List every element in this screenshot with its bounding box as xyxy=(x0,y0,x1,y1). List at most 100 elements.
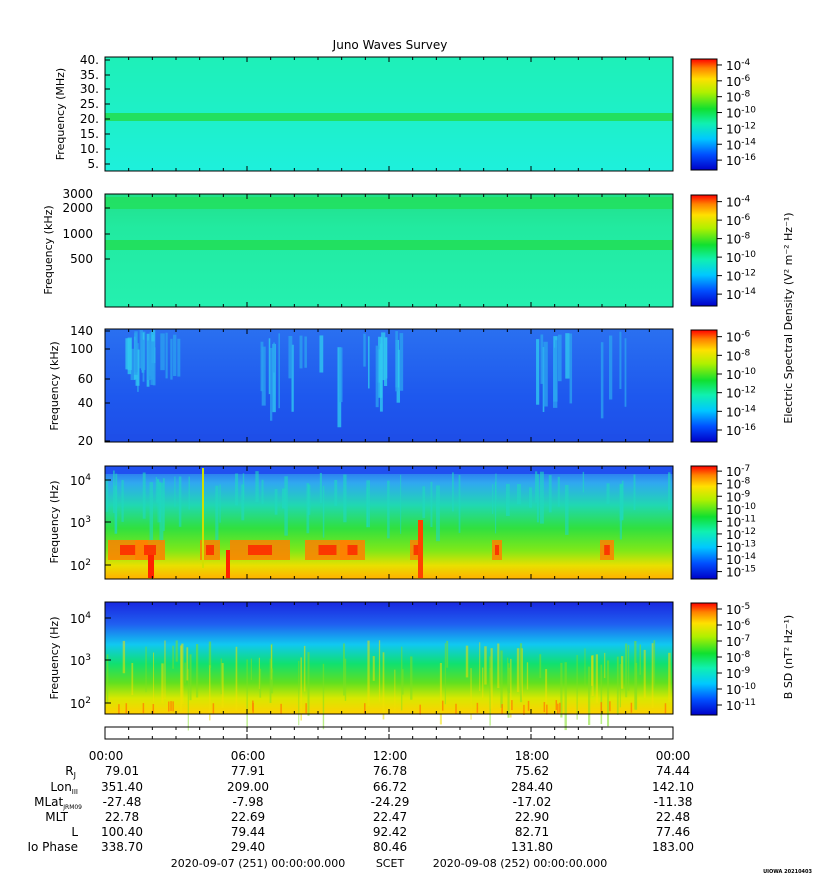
lfb-streak xyxy=(153,652,155,702)
lfb-streak xyxy=(258,657,260,690)
lfb-streak-hot xyxy=(555,700,558,711)
vlf-burst xyxy=(291,344,294,412)
lfe-streak xyxy=(436,485,440,542)
lfb-streak xyxy=(439,662,442,725)
lfb-streak xyxy=(620,656,624,689)
lfb-streak xyxy=(186,647,189,681)
lfe-hot-core xyxy=(318,545,337,555)
lfb-streak-hot xyxy=(212,703,215,714)
lfb-streak xyxy=(588,666,591,726)
lfb-streak xyxy=(269,658,272,703)
lfb-streak xyxy=(604,652,606,679)
ephemeris-value: 77.46 xyxy=(656,825,690,839)
lfb-streak xyxy=(172,645,174,669)
lfb-streak xyxy=(600,664,603,725)
lfe-streak xyxy=(366,480,371,528)
ephemeris-value: -24.29 xyxy=(371,795,410,809)
lfe-streak xyxy=(430,481,433,528)
y-tick-label: 15. xyxy=(80,127,99,141)
lfb-streak xyxy=(634,641,637,710)
panel-hf xyxy=(104,56,674,172)
vlf-burst xyxy=(565,333,570,379)
colorbar-label-efield: Electric Spectral Density (V² m⁻² Hz⁻¹) xyxy=(782,212,795,423)
y-tick-label: 10. xyxy=(80,142,99,156)
vlf-burst xyxy=(536,339,540,405)
lfb-streak xyxy=(508,667,511,693)
ephemeris-value: 183.00 xyxy=(652,840,694,854)
lfe-streak xyxy=(548,475,552,513)
colorbar-tick-label: 10-7 xyxy=(726,464,750,479)
lfb-streak xyxy=(372,656,375,681)
lfb-streak-hot xyxy=(172,701,174,712)
colorbar-lfh xyxy=(690,194,718,307)
ephemeris-value: -7.98 xyxy=(232,795,263,809)
lfe-streak xyxy=(319,472,322,503)
lfe-streak xyxy=(492,484,494,514)
lfb-streak-hot xyxy=(364,703,366,714)
vlf-burst xyxy=(268,338,271,395)
lfb-streak xyxy=(298,660,300,726)
lfe-streak xyxy=(261,479,264,504)
lfe-streak xyxy=(142,472,146,519)
lfe-spike xyxy=(148,555,154,578)
lfb-streak-hot xyxy=(511,700,513,711)
ephemeris-value: -17.02 xyxy=(513,795,552,809)
lfb-streak xyxy=(446,640,449,668)
colorbar-tick-label: 10-10 xyxy=(726,106,756,121)
lfb-streak xyxy=(490,648,493,709)
lfb-streak-hot xyxy=(523,704,525,715)
lfb-streak xyxy=(576,655,578,720)
vlf-burst xyxy=(557,334,562,382)
ephemeris-table: 00:00 06:00 12:00 18:00 00:00 RJLonIIIMLatJRM… xyxy=(27,749,694,854)
lfe-streak xyxy=(235,473,239,506)
lfb-streak xyxy=(209,665,211,721)
colorbar-tick-label: 10-5 xyxy=(726,602,750,617)
lfe-streak xyxy=(619,484,622,540)
colorbar-tick-label: 10-12 xyxy=(726,269,756,284)
lfb-streak xyxy=(560,662,563,718)
lfb-emission-streaks xyxy=(106,640,671,731)
vlf-burst xyxy=(165,332,168,379)
lfb-streak xyxy=(465,645,469,678)
heatmap-vlf xyxy=(105,329,673,442)
lfe-hot-core xyxy=(495,545,499,555)
vlf-burst xyxy=(304,336,307,368)
y-tick-label: 100 xyxy=(70,342,93,356)
lfe-streak xyxy=(535,471,538,503)
lfb-streak xyxy=(378,640,381,702)
ephemeris-value: 100.40 xyxy=(101,825,143,839)
lfb-streak-hot xyxy=(280,703,282,714)
lfe-streak xyxy=(452,472,454,512)
lfb-streak xyxy=(307,652,310,716)
vlf-burst xyxy=(624,338,627,407)
vlf-burst xyxy=(270,347,273,421)
lfe-hot-core xyxy=(120,545,136,555)
lfe-hot-core xyxy=(248,545,272,555)
ephemeris-value: 29.40 xyxy=(231,840,265,854)
lfe-streak xyxy=(422,486,426,519)
colorbar-tick-label: 10-13 xyxy=(726,539,756,554)
lfe-streak xyxy=(162,478,165,531)
vlf-burst xyxy=(375,345,379,408)
colorbar-label-bfield: B SD (nT² Hz⁻¹) xyxy=(782,615,795,699)
lfb-streak xyxy=(344,658,347,701)
ephemeris-label-mlat: MLatJRM09 xyxy=(34,795,82,811)
y-tick-label: 20 xyxy=(78,434,93,448)
lfb-streak xyxy=(221,663,224,709)
vlf-burst xyxy=(273,342,275,373)
lfe-streak xyxy=(113,470,115,514)
lfb-streak xyxy=(625,643,628,698)
lfe-streak xyxy=(281,488,286,509)
footer-end-time: 2020-09-08 (252) 00:00:00.000 xyxy=(433,857,607,870)
lfe-streak xyxy=(178,476,182,527)
lfb-streak xyxy=(300,657,302,721)
y-tick-label: 500 xyxy=(70,252,93,266)
vlf-burst xyxy=(160,333,165,371)
y-tick-label: 104 xyxy=(70,611,91,626)
vlf-burst xyxy=(552,347,558,408)
lfe-streak xyxy=(458,474,461,533)
lfb-streak xyxy=(184,662,186,684)
lfb-streak-hot xyxy=(252,702,254,713)
lfe-streak xyxy=(115,473,118,534)
y-tick-label: 40. xyxy=(80,53,99,67)
